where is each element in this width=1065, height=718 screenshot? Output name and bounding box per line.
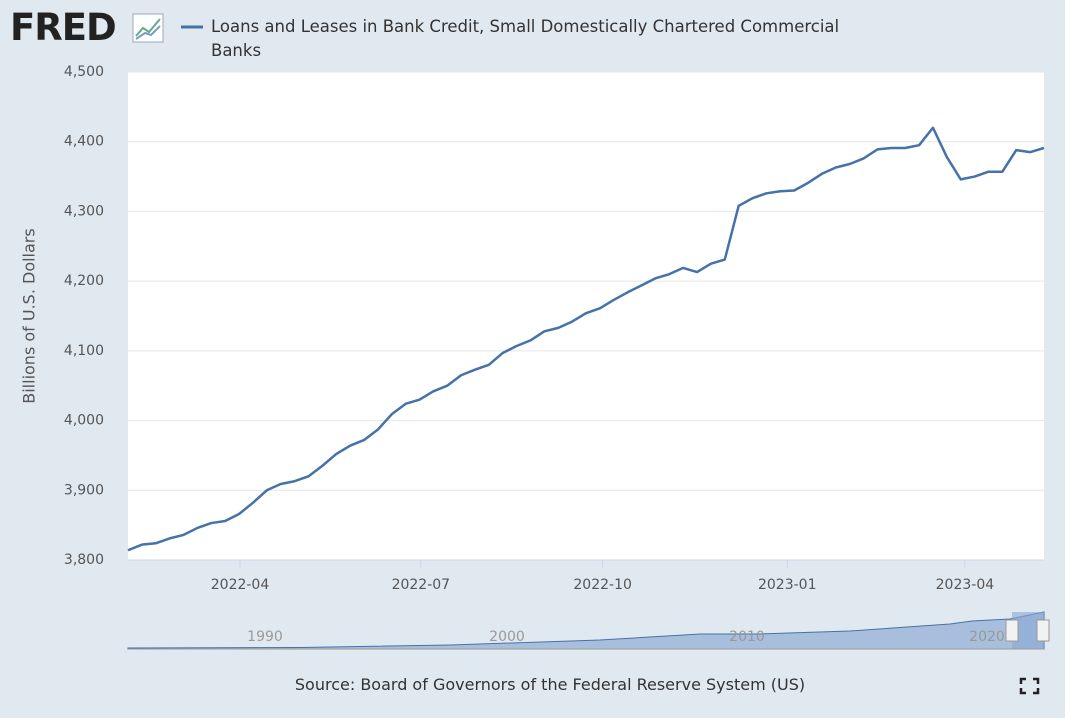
logo-icon xyxy=(132,13,164,43)
plot-area xyxy=(128,72,1044,560)
x-tick-label: 2023-04 xyxy=(936,577,995,593)
y-tick-label: 4,000 xyxy=(64,413,104,429)
y-tick-label: 3,800 xyxy=(64,552,104,568)
navigator-label: 2020 xyxy=(969,629,1005,645)
x-tick-label: 2022-10 xyxy=(573,577,632,593)
legend-label: Loans and Leases in Bank Credit, Small D… xyxy=(211,17,840,60)
y-tick-label: 4,100 xyxy=(64,343,104,359)
navigator-label: 2000 xyxy=(489,629,525,645)
x-tick-label: 2023-01 xyxy=(758,577,817,593)
navigator-label: 2010 xyxy=(729,629,765,645)
y-tick-label: 3,900 xyxy=(64,482,104,498)
y-tick-label: 4,200 xyxy=(64,273,104,289)
x-tick-label: 2022-04 xyxy=(211,577,270,593)
y-tick-label: 4,400 xyxy=(64,134,104,150)
fullscreen-icon[interactable] xyxy=(1019,677,1040,695)
logo: FRED xyxy=(10,6,117,49)
source: Source: Board of Governors of the Federa… xyxy=(294,675,806,694)
y-tick-label: 4,300 xyxy=(64,203,104,219)
navigator xyxy=(127,611,1050,650)
navigator-label: 1990 xyxy=(247,629,283,645)
x-tick-label: 2022-07 xyxy=(392,577,451,593)
y-tick-label: 4,500 xyxy=(64,64,104,80)
y-axis-label: Billions of U.S. Dollars xyxy=(20,228,39,403)
data-line xyxy=(127,126,1045,552)
